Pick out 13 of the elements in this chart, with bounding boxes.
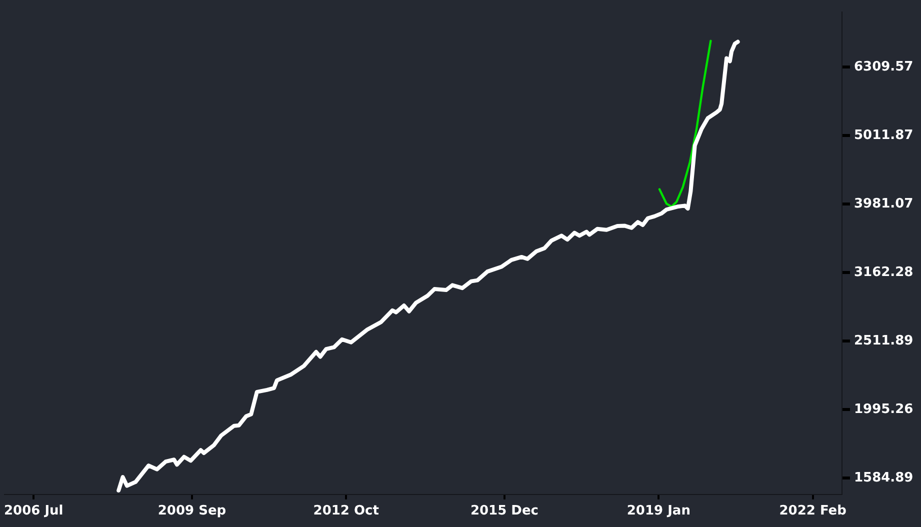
x-tick-label: 2012 Oct <box>313 504 379 519</box>
y-tick-label: 6309.57 <box>854 60 914 75</box>
x-tick-label: 2009 Sep <box>158 504 226 519</box>
y-tick-label: 3162.28 <box>854 264 914 280</box>
y-tick-label: 1584.89 <box>854 470 914 486</box>
x-tick-label: 2019 Jan <box>626 504 690 519</box>
x-tick-label: 2022 Feb <box>779 504 846 519</box>
y-tick-label: 1995.26 <box>854 402 914 417</box>
y-tick-label: 5011.87 <box>854 128 914 143</box>
y-tick-label: 3981.07 <box>854 196 914 212</box>
x-tick-label: 2006 Jul <box>4 504 64 519</box>
x-tick-label: 2015 Dec <box>470 504 538 519</box>
y-tick-label: 2511.89 <box>854 333 914 348</box>
